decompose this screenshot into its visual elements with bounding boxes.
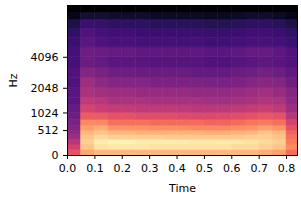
svg-text:0.4: 0.4 xyxy=(168,162,186,175)
svg-text:Hz: Hz xyxy=(7,73,20,87)
svg-text:0.3: 0.3 xyxy=(141,162,159,175)
svg-text:0.1: 0.1 xyxy=(86,162,104,175)
svg-text:Time: Time xyxy=(168,182,196,195)
svg-text:512: 512 xyxy=(38,124,59,137)
svg-text:2048: 2048 xyxy=(31,82,59,95)
svg-text:0.0: 0.0 xyxy=(59,162,77,175)
svg-text:0.6: 0.6 xyxy=(223,162,241,175)
svg-text:0.8: 0.8 xyxy=(278,162,296,175)
svg-text:4096: 4096 xyxy=(31,51,59,64)
svg-text:0: 0 xyxy=(52,149,59,162)
svg-text:0.5: 0.5 xyxy=(196,162,214,175)
svg-text:0.7: 0.7 xyxy=(250,162,268,175)
svg-text:1024: 1024 xyxy=(31,106,59,119)
svg-text:0.2: 0.2 xyxy=(114,162,132,175)
